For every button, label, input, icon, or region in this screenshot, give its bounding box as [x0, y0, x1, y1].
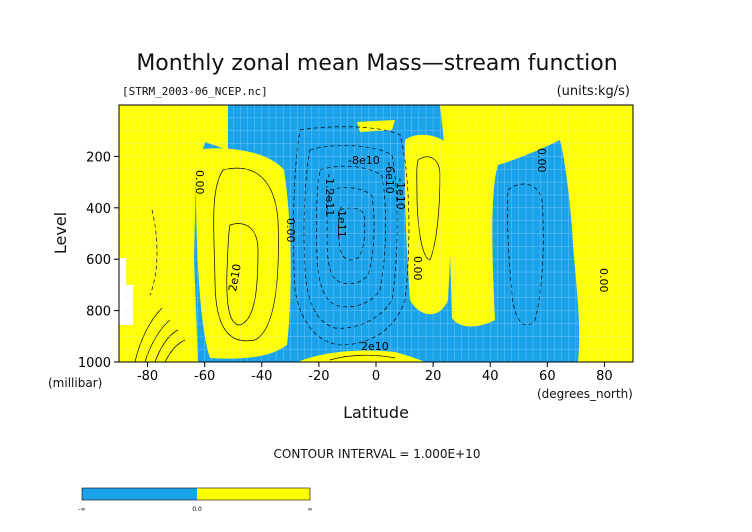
contour-label: -1e10 [394, 178, 407, 210]
positive-region-surface [298, 350, 425, 362]
contour-label: -1e11 [335, 206, 348, 238]
chart-subtitle-units: (units:kg/s) [557, 84, 630, 99]
y-tick-label: 600 [86, 253, 111, 268]
y-tick-label: 800 [86, 305, 111, 320]
contour-lines [134, 126, 544, 362]
positive-region-antarctic [140, 298, 194, 362]
contour-label: 2e10 [361, 340, 389, 353]
colorbar-positive [197, 488, 310, 500]
chart-title: Monthly zonal mean Mass—stream function [136, 51, 617, 76]
x-tick-label: 40 [482, 369, 499, 384]
y-axis-unit: (millibar) [48, 376, 102, 390]
y-tick-label: 400 [86, 202, 111, 217]
colorbar-label-zero: 0.0 [192, 506, 202, 513]
contour-label: 0.00 [597, 268, 610, 293]
contour-label: 0.00 [535, 148, 548, 173]
x-axis: -80 -60 -40 -20 0 20 40 60 80 [137, 362, 613, 384]
contour-label: -6e10 [383, 162, 396, 194]
contour-label: 0.00 [411, 256, 424, 281]
x-tick-label: -80 [137, 369, 158, 384]
contour-labels: 0.00 0.00 2e10 -8e10 -1.2e11 -1e11 -6e10… [193, 148, 610, 353]
x-tick-label: -20 [308, 369, 329, 384]
colorbar-label-min: -∞ [78, 506, 85, 513]
y-tick-label: 1000 [78, 356, 111, 371]
contour-label: 2e10 [226, 263, 244, 293]
chart-subtitle-source: [STRM_2003-06_NCEP.nc] [122, 85, 268, 98]
colorbar: -∞ 0.0 ∞ [78, 487, 313, 513]
contour-label: 0.00 [193, 170, 206, 195]
positive-region-northern-cell [404, 134, 453, 315]
colorbar-label-max: ∞ [308, 506, 313, 513]
colorbar-negative [82, 488, 197, 500]
x-tick-label: 20 [425, 369, 442, 384]
positive-region-south-cell [195, 148, 291, 359]
y-tick-label: 200 [86, 150, 111, 165]
x-axis-label: Latitude [343, 403, 409, 422]
contour-interval-text: CONTOUR INTERVAL = 1.000E+10 [274, 447, 481, 461]
x-tick-label: 80 [596, 369, 613, 384]
x-tick-label: -60 [194, 369, 215, 384]
x-tick-label: 60 [539, 369, 556, 384]
grid-lines [118, 104, 634, 363]
contour-label: 0.00 [284, 218, 297, 243]
y-axis-label: Level [51, 212, 70, 254]
x-tick-label: 0 [372, 369, 380, 384]
colorbar-frame [81, 487, 311, 501]
y-axis: 200 400 600 800 1000 [78, 150, 119, 371]
plot-area: 0.00 0.00 2e10 -8e10 -1.2e11 -1e11 -6e10… [118, 104, 634, 363]
contour-label: -1.2e11 [323, 174, 336, 216]
x-tick-label: -40 [251, 369, 272, 384]
x-axis-unit: (degrees_north) [537, 387, 633, 401]
contour-label: -8e10 [348, 154, 380, 167]
